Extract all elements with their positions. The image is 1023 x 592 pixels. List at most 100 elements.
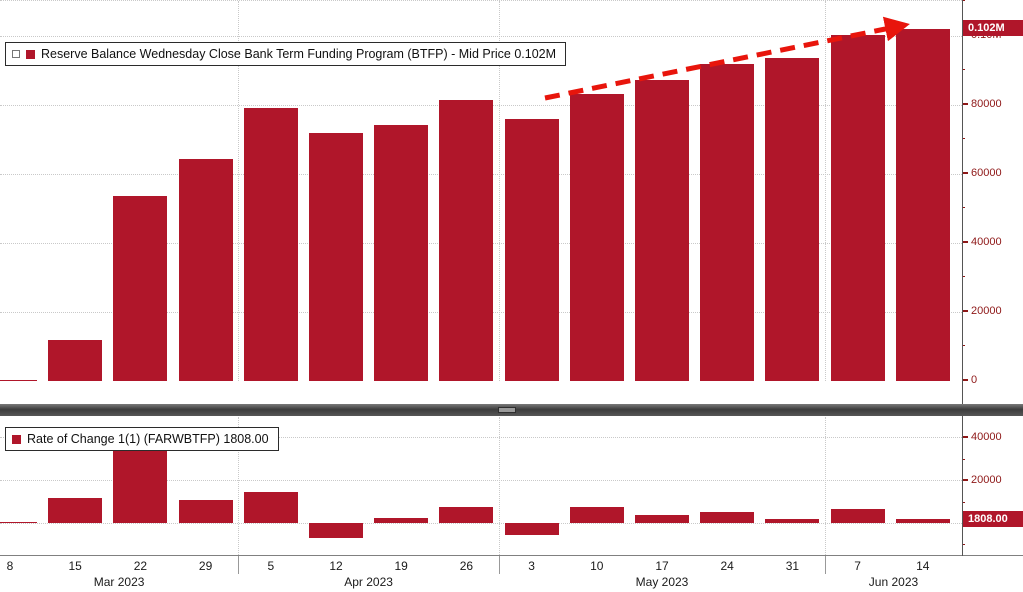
bar-10 [569,507,624,523]
bar-3 [504,119,559,381]
x-tick-label: 3 [528,559,535,573]
top-panel-plot: Reserve Balance Wednesday Close Bank Ter… [0,0,962,381]
y-minor-tick [962,544,965,546]
y-tick-label: 80000 [971,97,1002,110]
y-tick-mark [962,309,968,312]
y-minor-tick [962,437,965,439]
month-gridline [238,417,240,555]
y-tick-label: 40000 [971,431,1002,444]
gridline [0,480,962,482]
bar-8 [0,379,37,381]
bar-26 [439,100,494,381]
x-tick-label: 14 [916,559,930,573]
top-legend[interactable]: Reserve Balance Wednesday Close Bank Ter… [5,42,567,66]
y-minor-tick [962,241,965,243]
bar-10 [569,93,624,381]
bar-17 [635,80,689,381]
separator-grip-icon [498,407,516,413]
x-month-label: May 2023 [635,575,689,589]
y-minor-tick [962,207,965,209]
gridline [0,522,962,524]
x-tick-label: 8 [6,559,14,573]
bar-5 [243,108,298,381]
bar-8 [0,522,37,524]
x-month-label: Mar 2023 [93,575,145,589]
x-tick-label: 7 [854,559,861,573]
x-month-label: Jun 2023 [868,575,919,589]
x-tick-label: 24 [720,559,734,573]
bar-3 [504,522,559,535]
bar-7 [830,34,885,381]
y-tick-label: 20000 [971,474,1002,487]
y-minor-tick [962,480,965,482]
y-tick-mark [962,379,968,381]
y-tick-label: 60000 [971,166,1002,179]
bar-15 [48,498,103,523]
y-minor-tick [962,458,965,460]
plot-right-spine [962,0,963,556]
y-minor-tick [962,0,965,1]
bar-29 [178,499,233,523]
y-tick-mark [962,240,968,243]
bottom-legend[interactable]: Rate of Change 1(1) (FARWBTFP) 1808.00 [5,427,279,451]
y-minor-tick [962,345,965,347]
y-minor-tick [962,103,965,105]
month-separator [238,556,240,574]
month-separator [499,556,500,574]
y-tick-mark [962,436,968,439]
bottom-legend-label: Rate of Change 1(1) (FARWBTFP) 1808.00 [27,432,269,446]
bottom-panel-plot: Rate of Change 1(1) (FARWBTFP) 1808.00 [0,417,962,555]
x-tick-label: 5 [267,559,275,573]
month-separator [825,556,826,574]
legend-swatch-icon [12,434,21,444]
bar-31 [765,519,820,523]
bar-12 [309,132,363,381]
y-minor-tick [962,380,965,381]
x-tick-label: 29 [198,559,213,573]
y-minor-tick [962,172,965,174]
y-tick-label: 0 [971,374,978,386]
y-tick-label: 40000 [971,235,1002,248]
bar-15 [48,339,103,381]
x-tick-label: 22 [133,559,148,573]
x-axis: 8 15 22 29 5 12 19 26 3 10 17 24 31 7 14 Mar 2023 Apr 20… [0,555,1023,592]
bar-12 [309,522,363,539]
x-tick-label: 12 [329,559,343,573]
bar-17 [635,514,689,523]
y-minor-tick [962,69,965,71]
y-minor-tick [962,310,965,312]
month-gridline [499,417,500,555]
y-tick-mark [962,102,968,105]
month-gridline [825,1,826,381]
bar-24 [700,512,755,523]
x-tick-label: 31 [785,559,800,573]
month-gridline [825,417,826,555]
x-tick-label: 15 [68,559,82,573]
legend-swatch-icon [26,49,35,59]
x-tick-label: 17 [655,559,669,573]
y-tick-label: 20000 [971,304,1002,317]
bar-31 [765,57,820,381]
bar-19 [374,125,429,381]
legend-checkbox-icon[interactable] [12,50,20,58]
y-minor-tick [962,276,965,278]
x-tick-label: 10 [590,559,604,573]
x-tick-label: 26 [459,559,474,573]
month-gridline [238,1,240,381]
bar-19 [374,518,429,523]
bar-14 [895,519,950,523]
bar-7 [830,508,885,523]
bar-22 [113,195,168,381]
bar-14 [895,28,950,381]
bar-29 [178,158,233,381]
gridline [0,437,962,439]
top-legend-label: Reserve Balance Wednesday Close Bank Ter… [41,47,557,61]
y-minor-tick [962,138,965,140]
last-price-badge: 0.102M [963,19,1023,36]
bar-5 [243,491,298,523]
right-axis: 0.102M 1808.00 0200004000060000800000.10… [962,0,1023,592]
month-gridline [499,1,500,381]
bar-24 [700,63,755,381]
panel-separator[interactable] [0,404,1023,416]
